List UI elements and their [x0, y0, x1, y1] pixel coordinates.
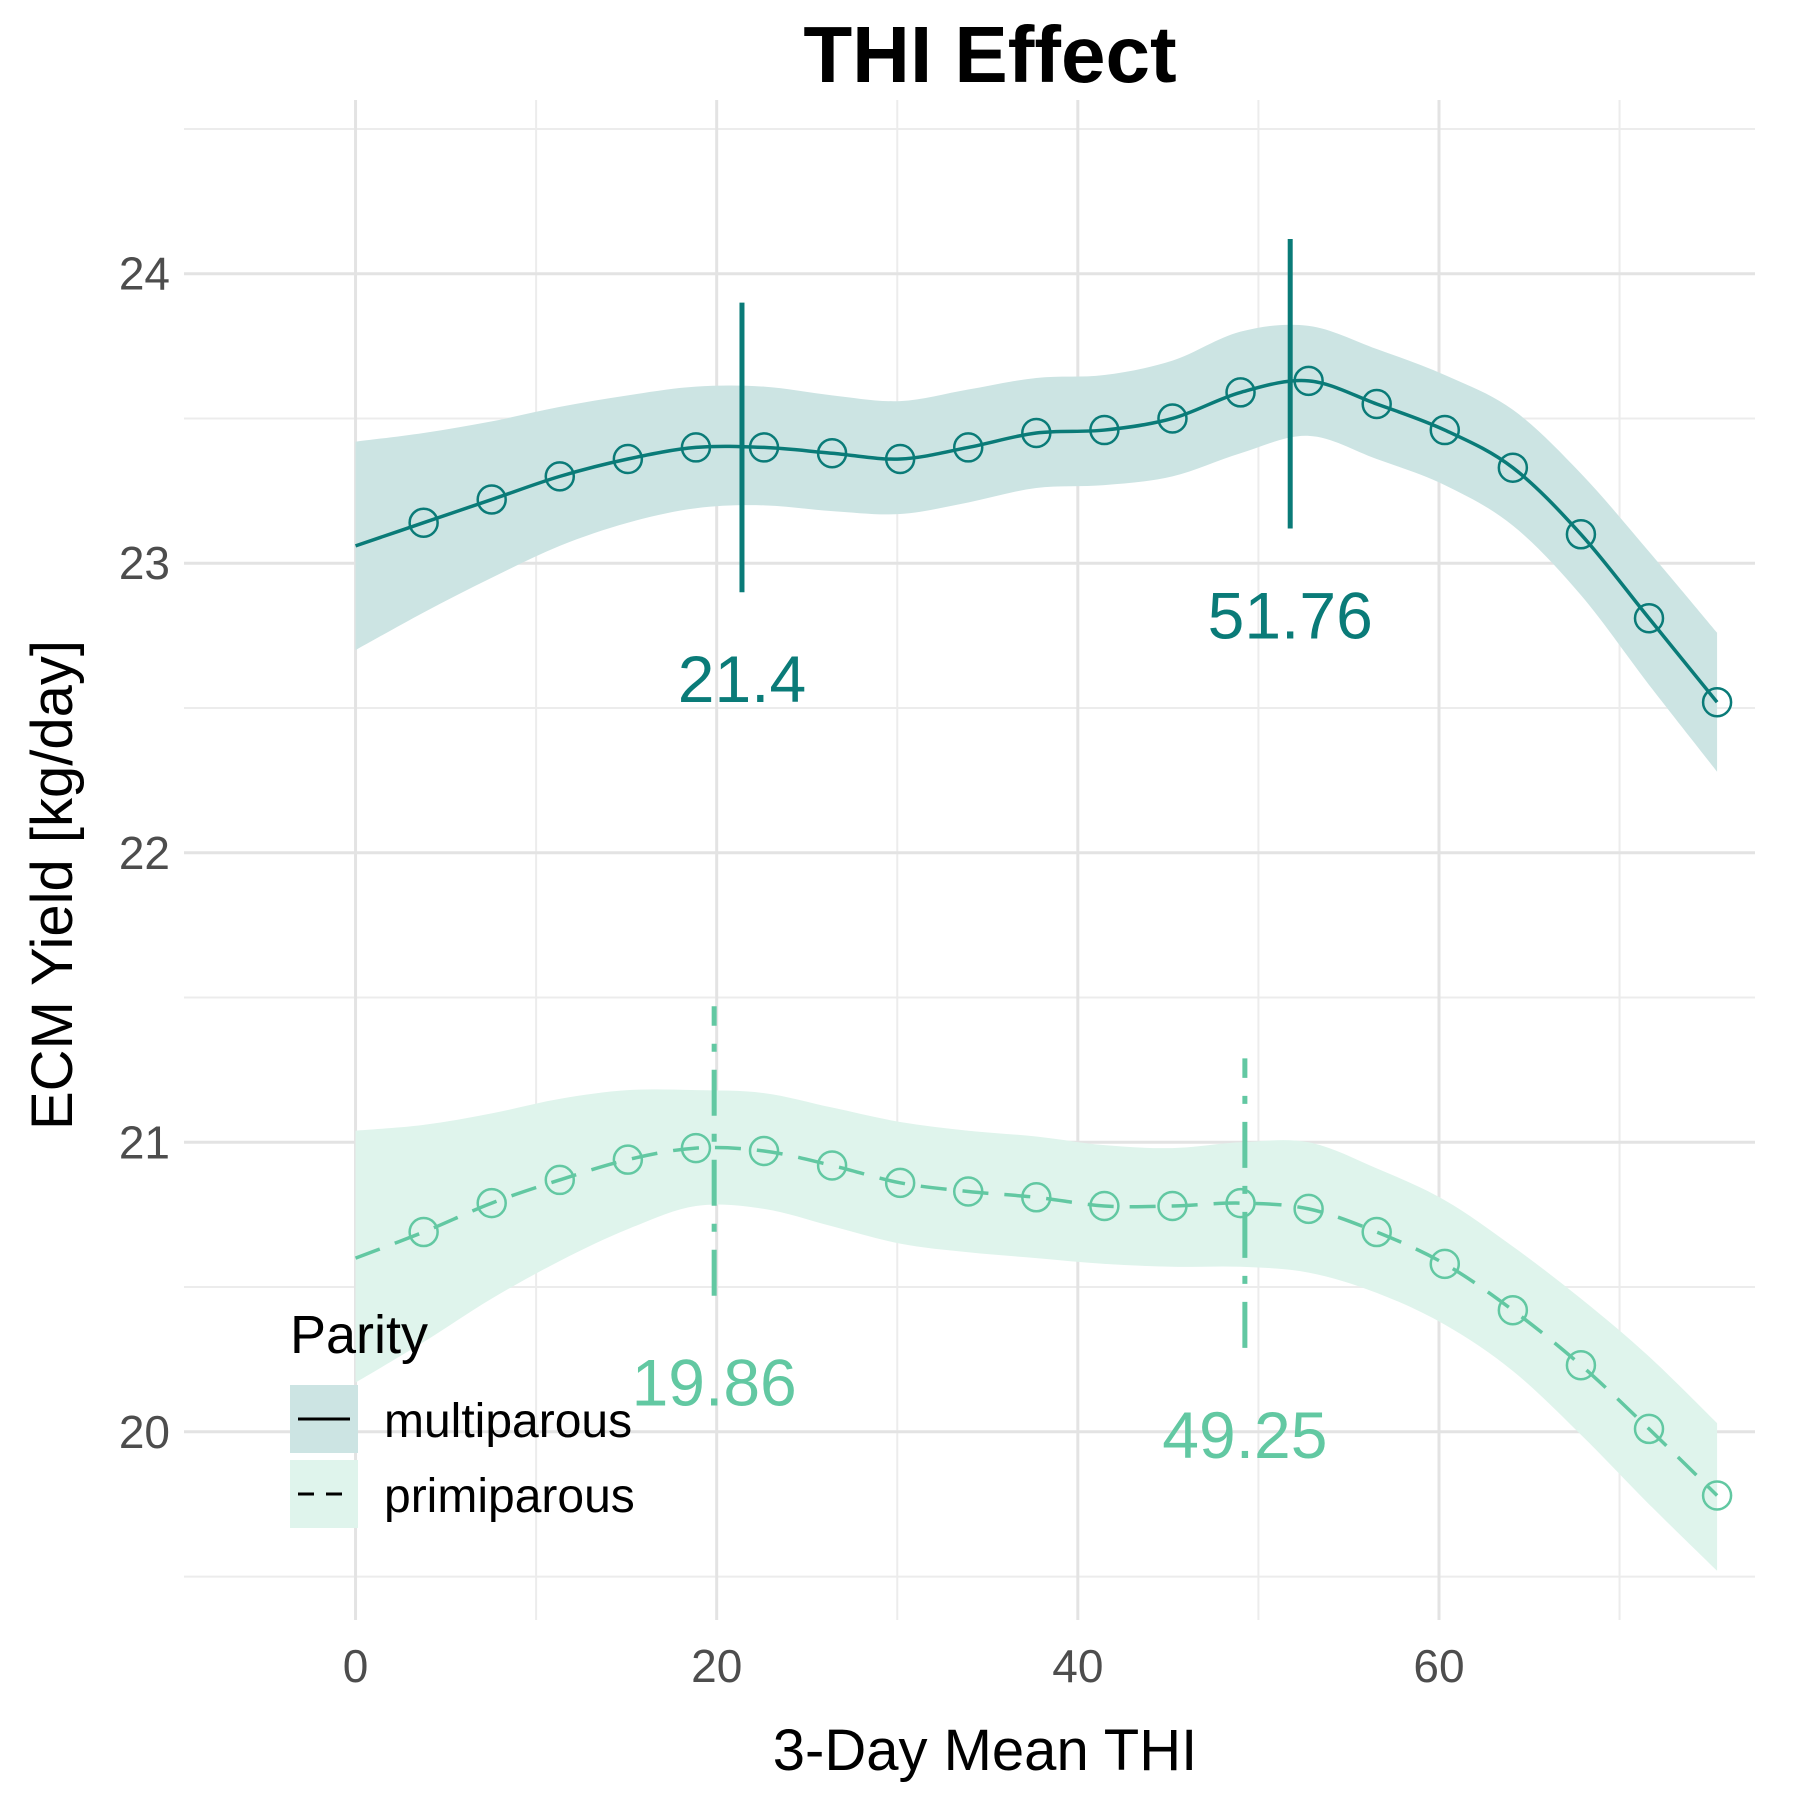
data-point-multiparous — [1633, 602, 1665, 634]
data-point-primiparous — [1429, 1248, 1461, 1280]
confidence-band-primiparous — [355, 1089, 1718, 1571]
data-point-multiparous — [748, 432, 780, 463]
data-point-multiparous — [1293, 365, 1324, 397]
data-point-primiparous — [1021, 1182, 1052, 1213]
confidence-bands — [355, 324, 1718, 1571]
data-point-primiparous — [544, 1164, 576, 1196]
data-point-primiparous — [1293, 1193, 1324, 1225]
data-point-multiparous — [1497, 452, 1529, 483]
data-point-primiparous — [1157, 1190, 1188, 1222]
data-point-primiparous — [1089, 1190, 1120, 1222]
y-tick-label: 24 — [119, 248, 170, 300]
data-point-primiparous — [1701, 1480, 1733, 1511]
data-point-primiparous — [1361, 1216, 1392, 1248]
legend-label-primiparous: primiparous — [384, 1470, 635, 1523]
data-point-multiparous — [408, 507, 439, 538]
x-axis-title: 3-Day Mean THI — [773, 1718, 1197, 1783]
legend: Parity multiparous primiparous — [290, 1305, 635, 1528]
x-tick-label: 60 — [1413, 1640, 1464, 1692]
vertical-markers: 21.4 51.76 19.86 49.25 — [632, 238, 1373, 1472]
vertical-marker-label: 49.25 — [1162, 1398, 1327, 1472]
data-point-primiparous — [612, 1144, 644, 1175]
series-points — [408, 365, 1733, 1511]
data-point-multiparous — [544, 461, 576, 492]
y-tick-label: 20 — [119, 1406, 170, 1458]
y-tick-label: 21 — [119, 1116, 170, 1168]
data-point-primiparous — [408, 1216, 439, 1248]
data-point-multiparous — [884, 443, 916, 475]
data-point-multiparous — [1701, 686, 1733, 718]
series-lines — [354, 378, 1719, 1497]
data-point-multiparous — [1157, 403, 1188, 434]
data-point-primiparous — [952, 1176, 984, 1207]
legend-label-multiparous: multiparous — [384, 1395, 632, 1448]
y-tick-label: 22 — [119, 827, 170, 879]
data-point-multiparous — [1565, 519, 1597, 550]
tick-labels: 0 20 40 60 20 21 22 23 24 — [119, 248, 1465, 1692]
data-point-primiparous — [816, 1150, 848, 1181]
data-point-primiparous — [680, 1132, 712, 1164]
data-point-multiparous — [1225, 377, 1256, 408]
data-point-multiparous — [1361, 388, 1392, 420]
data-point-primiparous — [1225, 1187, 1256, 1219]
vertical-marker-label: 51.76 — [1208, 578, 1373, 652]
x-tick-label: 40 — [1052, 1640, 1103, 1692]
data-point-primiparous — [476, 1187, 507, 1219]
legend-title: Parity — [290, 1305, 428, 1365]
series-line-multiparous — [354, 378, 1719, 704]
data-point-primiparous — [748, 1135, 780, 1167]
data-point-multiparous — [1429, 414, 1461, 446]
data-point-multiparous — [1089, 414, 1120, 446]
data-point-primiparous — [1565, 1349, 1597, 1381]
data-point-primiparous — [1633, 1413, 1665, 1445]
y-tick-label: 23 — [119, 537, 170, 589]
data-point-multiparous — [952, 432, 984, 463]
data-point-primiparous — [884, 1167, 916, 1199]
x-tick-label: 20 — [691, 1640, 742, 1692]
data-point-multiparous — [1021, 417, 1052, 449]
data-point-primiparous — [1497, 1294, 1529, 1326]
data-point-multiparous — [476, 484, 507, 515]
data-point-multiparous — [680, 432, 712, 463]
vertical-marker-label: 19.86 — [632, 1346, 797, 1420]
grid-layer — [184, 100, 1755, 1620]
confidence-band-multiparous — [355, 324, 1718, 772]
vertical-marker-label: 21.4 — [678, 642, 806, 716]
data-point-multiparous — [612, 443, 644, 475]
x-tick-label: 0 — [343, 1640, 369, 1692]
chart-title: THI Effect — [803, 10, 1176, 99]
data-point-multiparous — [816, 437, 848, 469]
y-axis-title: ECM Yield [kg/day] — [20, 640, 85, 1130]
